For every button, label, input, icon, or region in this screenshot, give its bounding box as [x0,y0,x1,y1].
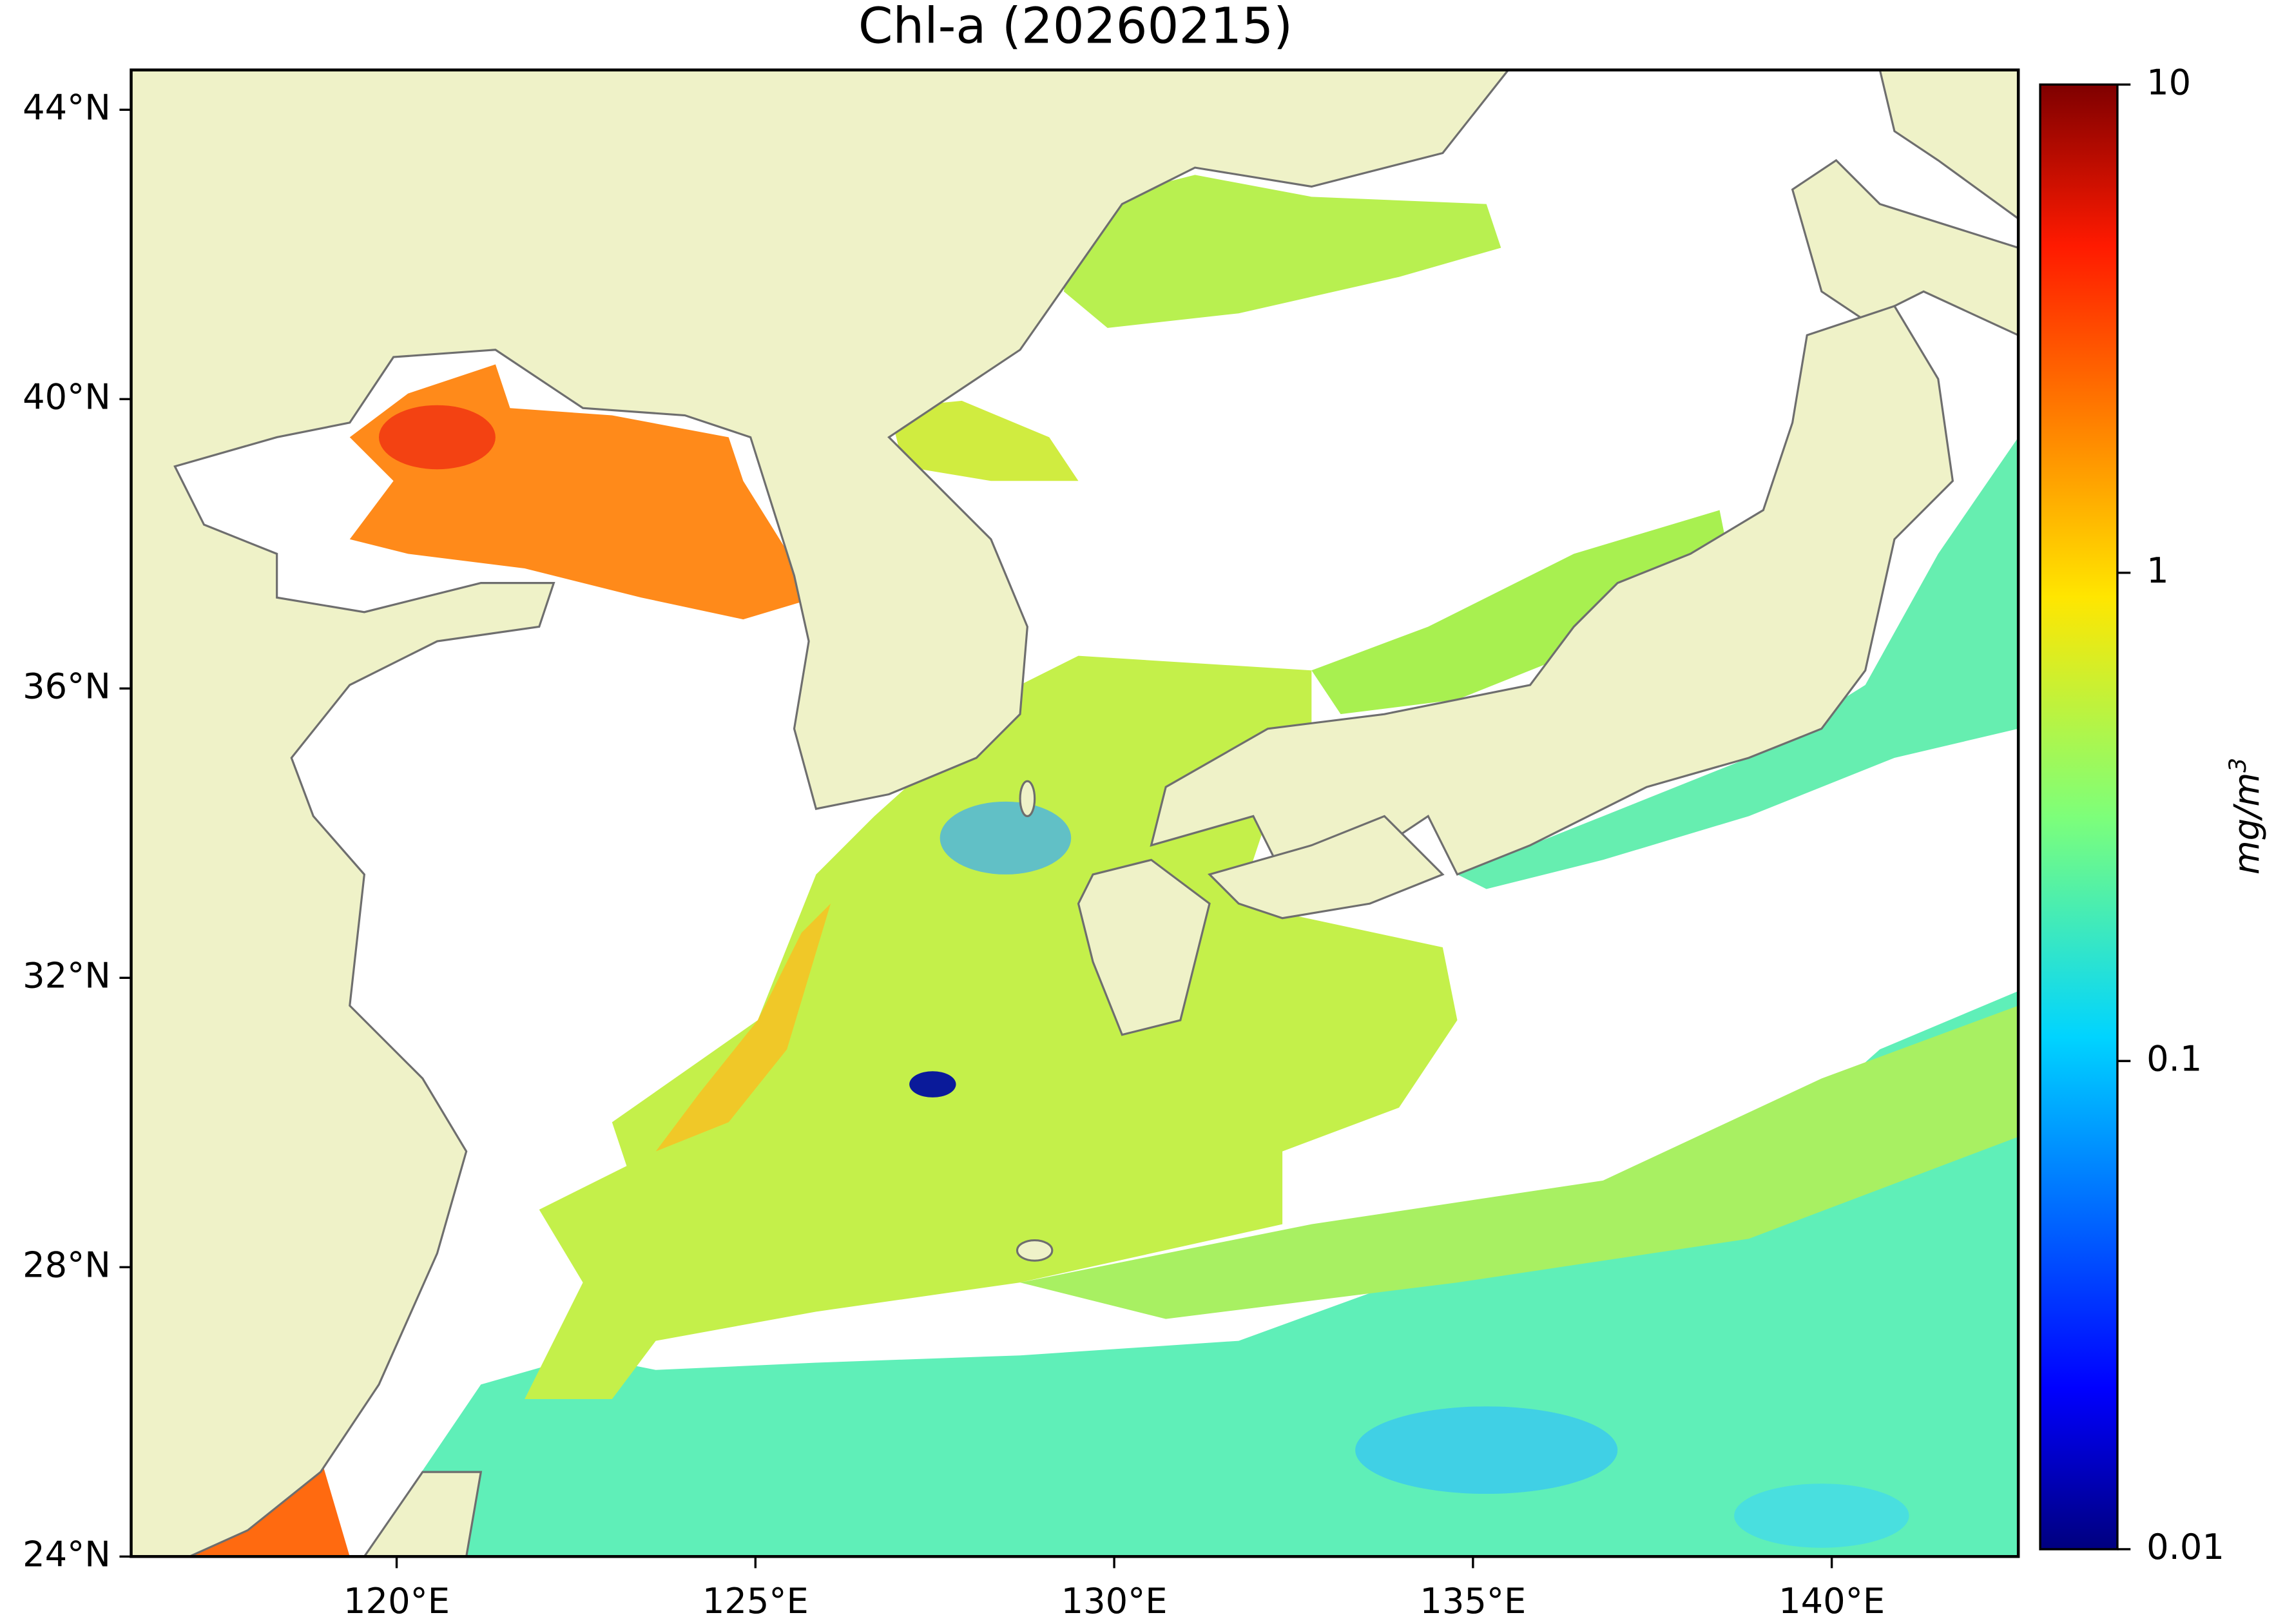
y-tick-label: 32°N [23,955,111,996]
map [131,70,2019,1557]
chlorophyll-field [189,175,2019,1557]
chl-area [364,991,2019,1557]
x-tick-label: 130°E [1061,1581,1168,1621]
island [1019,780,1036,818]
colorbar-tick-label: 10 [2146,62,2191,102]
chl-area [1311,510,1735,715]
y-tick-label: 24°N [23,1534,111,1574]
taiwan [363,1471,483,1557]
colorbar [2039,83,2119,1551]
island [1016,1239,1054,1262]
y-tick-label: 36°N [23,666,111,706]
colorbar-tick-label: 0.1 [2146,1038,2202,1079]
x-tick-label: 125°E [702,1581,809,1621]
colorbar-tick-label: 0.01 [2146,1527,2224,1567]
chl-area [1355,1406,1618,1494]
colorbar-unit: mg/m [2226,773,2267,875]
x-tick-label: 135°E [1420,1581,1526,1621]
chl-area [378,405,496,470]
colorbar-label: mg/m3 [2224,758,2267,875]
chl-area [1063,175,1501,328]
x-tick-label: 120°E [343,1581,450,1621]
y-tick-label: 44°N [23,87,111,128]
kyushu [1077,858,1211,1036]
chl-area [655,904,831,1152]
map-frame [130,68,2020,1558]
shikoku [1208,815,1445,920]
chl-area [909,1071,956,1097]
x-tick-label: 140°E [1779,1581,1885,1621]
sakhalin [1878,70,2019,220]
chl-area [525,655,1458,1400]
colorbar-unit-exponent: 3 [2224,758,2251,773]
chl-area [940,801,1072,875]
hokkaido [1791,159,2019,336]
chl-area [1020,1005,2019,1319]
mainland [131,70,1510,1557]
chl-area [1734,1484,1909,1548]
colorbar-tick-label: 1 [2146,550,2169,591]
land [131,70,2019,1557]
chl-area [1457,437,2019,889]
y-tick-label: 28°N [23,1244,111,1285]
y-tick-label: 40°N [23,376,111,417]
chl-area [889,400,1079,481]
title: Chl-a (20260215) [858,0,1293,55]
